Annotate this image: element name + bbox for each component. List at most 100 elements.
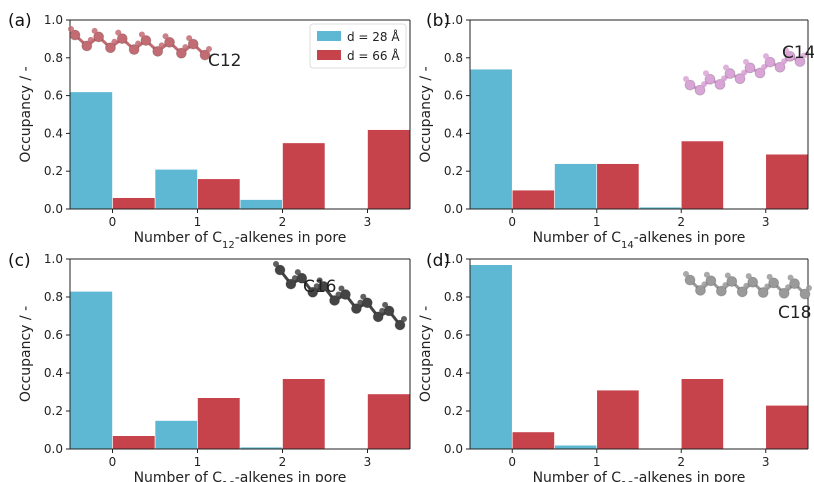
legend-swatch	[317, 50, 341, 60]
molecule-atom	[81, 40, 93, 52]
molecule-illustration	[273, 261, 407, 331]
molecule-atom	[152, 45, 164, 57]
bar-d66-3	[765, 404, 809, 450]
molecule-illustration	[683, 47, 807, 96]
molecule-hydrogen	[703, 271, 710, 278]
molecule-atom	[757, 287, 769, 298]
bar-d28-0	[69, 290, 113, 450]
molecule-atom	[715, 285, 727, 297]
y-tick-label: 0.4	[44, 126, 63, 140]
molecule-atom	[105, 42, 116, 54]
x-tick-label: 1	[593, 215, 601, 229]
molecule-atom	[383, 305, 395, 317]
legend-swatch	[317, 31, 341, 41]
molecule-atom	[694, 84, 706, 96]
molecule-hydrogen	[313, 283, 320, 290]
y-tick-label: 0.6	[44, 328, 63, 342]
y-tick-label: 0.2	[44, 404, 63, 418]
molecule-atom	[69, 29, 81, 41]
x-axis-label: Number of C18-alkenes in pore	[533, 470, 746, 482]
bar-d66-0	[112, 435, 156, 450]
molecule-atom	[778, 287, 790, 299]
bar-d66-3	[367, 129, 411, 210]
y-tick-label: 0.6	[444, 89, 463, 103]
molecule-hydrogen	[111, 38, 118, 45]
molecule-hydrogen	[781, 58, 787, 65]
molecule-hydrogen	[294, 269, 301, 276]
bar-d66-2	[282, 142, 326, 210]
legend: d = 28 Å d = 66 Å	[309, 23, 407, 69]
molecule-hydrogen	[741, 69, 747, 76]
bar-d66-2	[680, 140, 724, 210]
molecule-hydrogen	[401, 316, 407, 322]
molecule-atom	[187, 38, 199, 50]
molecule-atom	[734, 73, 746, 85]
molecule-atom	[704, 73, 716, 85]
molecule-hydrogen	[360, 293, 367, 300]
molecule-hydrogen	[273, 261, 279, 267]
molecule-atom	[307, 286, 319, 298]
molecule-hydrogen	[683, 271, 689, 277]
bar-d66-1	[197, 178, 241, 210]
bar-d66-0	[511, 189, 555, 210]
molecule-atom	[774, 61, 786, 73]
molecule-atom	[784, 50, 796, 62]
x-tick-label: 1	[194, 455, 202, 469]
x-tick-label: 2	[677, 215, 685, 229]
molecule-atom	[684, 274, 696, 286]
molecule-hydrogen	[316, 277, 323, 284]
molecule-atom	[274, 264, 286, 276]
y-tick-label: 0.2	[44, 164, 63, 178]
bar-d66-2	[282, 378, 326, 450]
molecule-hydrogen	[357, 299, 364, 306]
y-tick-label: 0.8	[444, 51, 463, 65]
molecule-hydrogen	[91, 27, 98, 34]
y-tick-label: 1.0	[444, 13, 463, 27]
y-tick-label: 0.4	[444, 126, 463, 140]
bar-d28-0	[69, 91, 113, 210]
molecule-atom	[116, 33, 128, 45]
molecule-hydrogen	[382, 301, 389, 308]
molecule-atom	[350, 303, 362, 315]
molecule-atom	[394, 319, 406, 331]
chart-panel-d: 0.0 0.2 0.4 0.6 0.8 1.0 0 1 2 3 Number of C18-alke…	[418, 251, 812, 482]
molecule-label: C18	[778, 303, 812, 323]
molecule-label: C16	[303, 277, 337, 297]
x-tick-label: 2	[677, 455, 685, 469]
bar-d66-0	[112, 197, 156, 210]
molecule-atom	[714, 79, 726, 90]
y-axis-label: Occupancy / -	[418, 306, 434, 402]
molecule-atom	[140, 35, 152, 46]
molecule-hydrogen	[766, 273, 773, 280]
molecule-atom	[340, 289, 351, 300]
molecule-atom	[754, 67, 766, 79]
chart-panel-b: 0.0 0.2 0.4 0.6 0.8 1.0 0 1 2 3 Number of C14-alke…	[418, 11, 814, 251]
molecule-atom	[768, 277, 780, 289]
panel-label: (c)	[8, 251, 31, 271]
x-tick-label: 3	[762, 455, 770, 469]
molecule-hydrogen	[801, 52, 807, 59]
molecule-hydrogen	[158, 42, 165, 49]
molecule-hydrogen	[87, 36, 94, 43]
molecule-atom	[296, 272, 308, 284]
bar-d66-3	[367, 393, 411, 450]
molecule-hydrogen	[743, 58, 749, 65]
molecule-atom	[199, 49, 211, 61]
molecule-hydrogen	[138, 31, 145, 38]
molecule-atom	[789, 278, 800, 290]
molecule-hydrogen	[291, 275, 298, 282]
molecule-hydrogen	[683, 76, 689, 82]
molecule-hydrogen	[721, 75, 727, 82]
molecule-hydrogen	[162, 33, 169, 40]
x-tick-label: 1	[194, 215, 202, 229]
molecule-atom	[736, 286, 748, 298]
molecule-atom	[705, 275, 717, 287]
molecule-atom	[726, 276, 738, 287]
molecule-atom	[747, 276, 759, 288]
y-tick-label: 0.4	[44, 366, 63, 380]
molecule-hydrogen	[701, 281, 708, 288]
molecule-atom	[361, 297, 373, 309]
molecule-hydrogen	[206, 46, 212, 52]
molecule-hydrogen	[703, 70, 709, 77]
x-tick-label: 0	[508, 455, 516, 469]
